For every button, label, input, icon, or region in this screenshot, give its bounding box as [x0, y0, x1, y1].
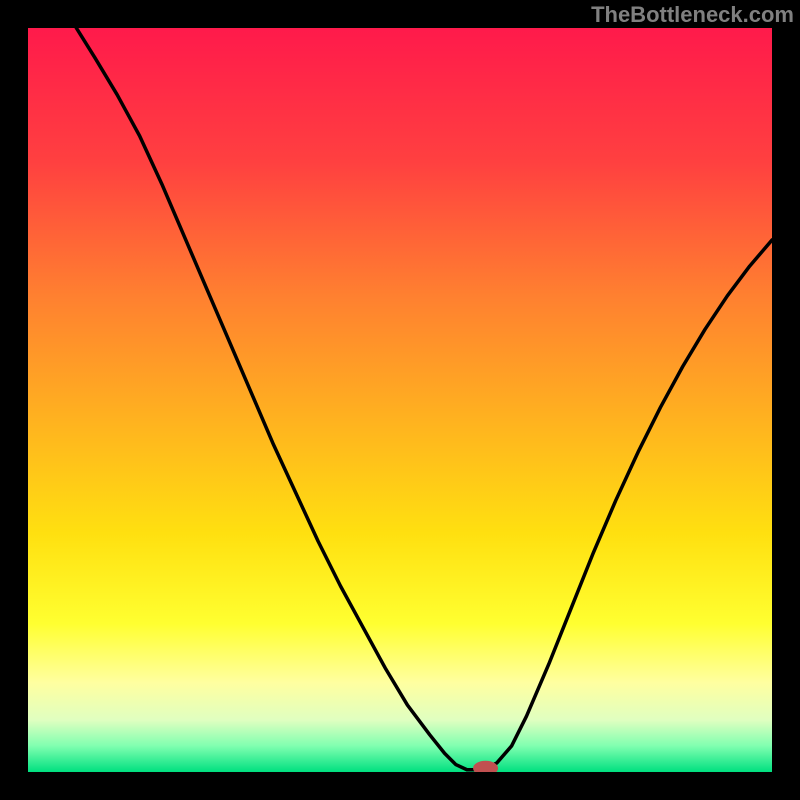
- chart-svg: [28, 28, 772, 772]
- optimal-point-marker: [474, 761, 498, 772]
- watermark-text: TheBottleneck.com: [591, 2, 794, 28]
- chart-plot-area: [28, 28, 772, 772]
